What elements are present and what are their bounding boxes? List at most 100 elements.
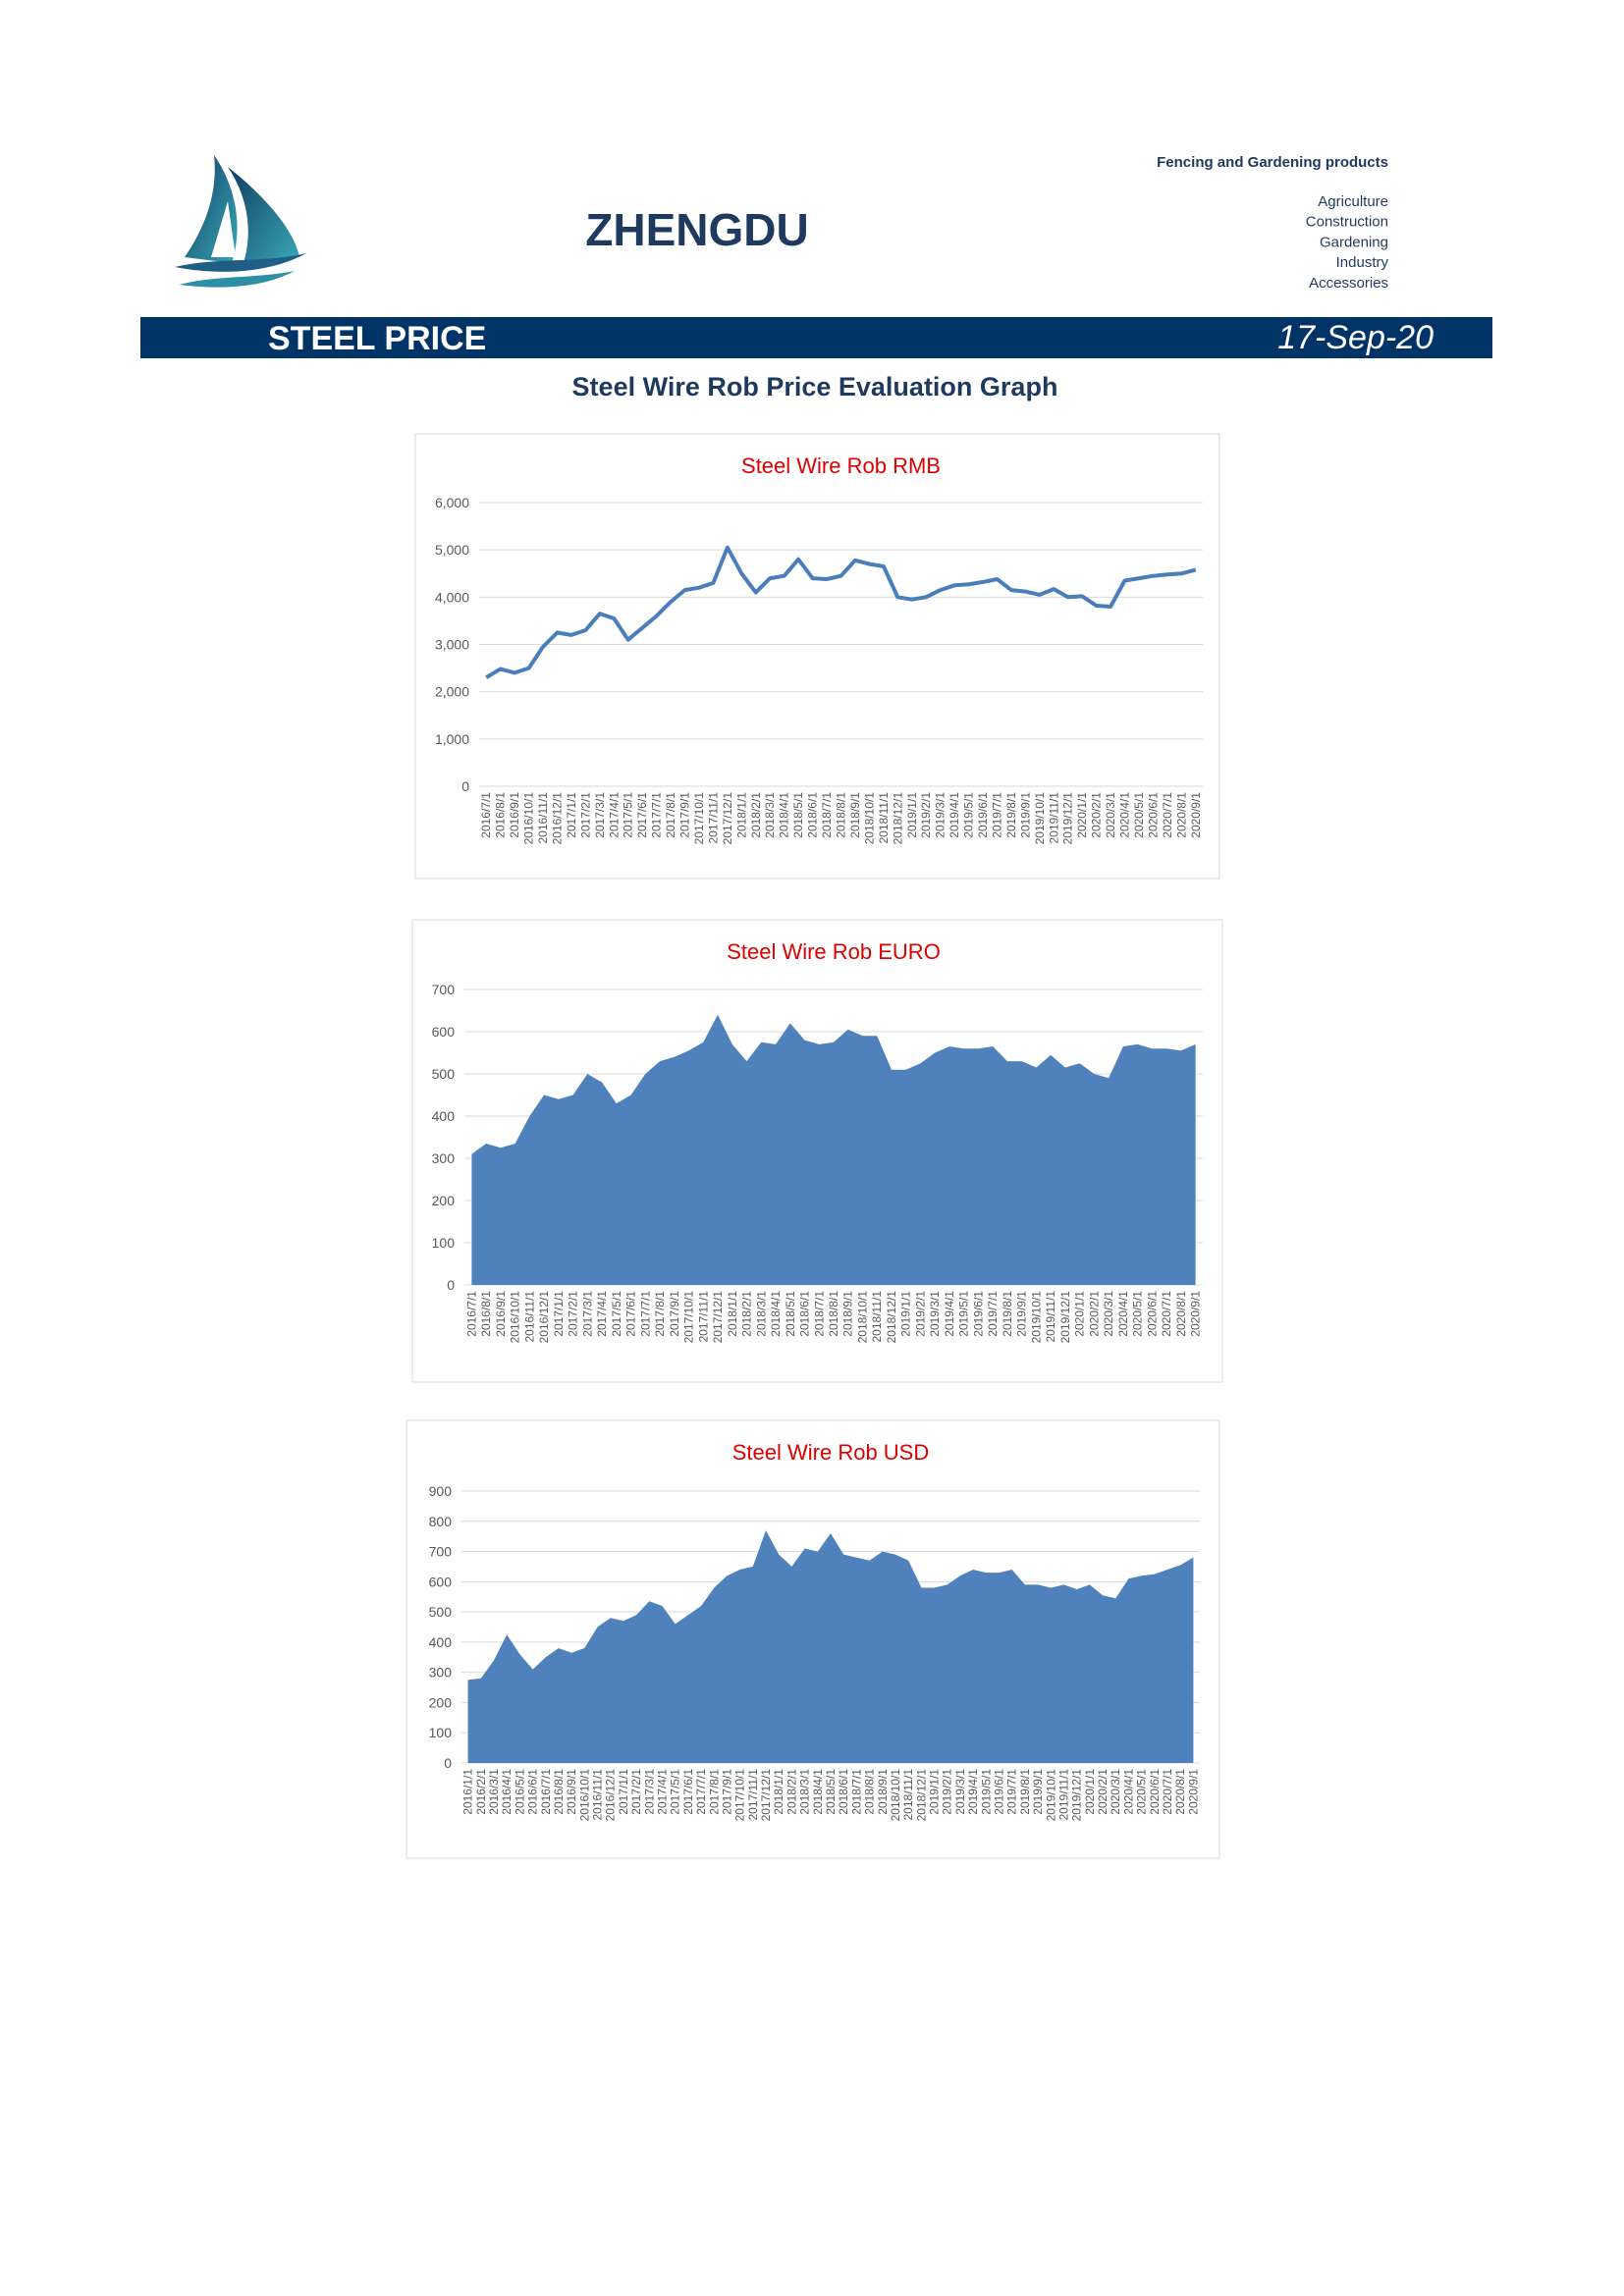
price-area (467, 1530, 1194, 1763)
x-tick-label: 2018/11/1 (870, 1291, 884, 1343)
x-tick-label: 2017/1/1 (617, 1769, 630, 1815)
company: ZHENGDU (585, 204, 808, 255)
x-tick-label: 2018/8/1 (863, 1769, 877, 1815)
x-tick-label: 2019/11/1 (1056, 1769, 1070, 1821)
x-tick-label: 2019/10/1 (1033, 792, 1047, 845)
sector-list: Agriculture Construction Gardening Industry… (1306, 193, 1389, 292)
x-tick-label: 2016/11/1 (522, 1291, 536, 1343)
chart: Steel Wire Rob EURO 0 100 200 300 400 500 600 70… (411, 919, 1223, 1383)
x-tick-label: 2017/11/1 (746, 1769, 760, 1821)
x-tick-label: 2018/5/1 (784, 1291, 797, 1337)
x-tick-label: 2019/11/1 (1044, 1291, 1057, 1343)
x-tick-label: 2020/5/1 (1135, 1769, 1149, 1815)
x-tick-label: 2016/9/1 (565, 1769, 578, 1815)
x-tick-label: 2019/12/1 (1070, 1769, 1084, 1822)
x-tick-label: 2018/1/1 (734, 792, 748, 838)
x-tick-label: 2017/7/1 (694, 1769, 708, 1815)
x-tick-label: 2018/4/1 (778, 792, 791, 838)
y-tick-label: 3,000 (435, 637, 469, 653)
x-tick-label: 2020/6/1 (1148, 1769, 1162, 1815)
y-tick-label: 900 (429, 1483, 453, 1499)
x-tick-label: 2019/6/1 (993, 1769, 1006, 1815)
y-tick-label: 6,000 (435, 495, 469, 510)
banner (140, 317, 1492, 358)
y-tick-label: 0 (447, 1277, 455, 1293)
y-tick-label: 5,000 (435, 542, 469, 558)
y-tick-label: 0 (461, 778, 469, 794)
x-tick-label: 2019/10/1 (1029, 1291, 1043, 1344)
x-tick-label: 2018/6/1 (798, 1291, 812, 1337)
chart-title: Steel Wire Rob EURO (727, 939, 941, 964)
x-tick-label: 2016/12/1 (550, 792, 564, 845)
x-tick-label: 2018/9/1 (848, 792, 862, 838)
y-tick-label: 200 (429, 1694, 453, 1710)
x-tick-label: 2017/12/1 (721, 792, 734, 845)
x-tick-label: 2018/6/1 (837, 1769, 850, 1815)
chart: Steel Wire Rob USD 0 100 200 300 400 500 600 700… (406, 1419, 1220, 1859)
x-tick-label: 2018/2/1 (749, 792, 763, 838)
x-tick-label: 2019/4/1 (943, 1291, 956, 1337)
x-tick-label: 2018/1/1 (772, 1769, 785, 1815)
y-tick-label: 200 (432, 1193, 456, 1208)
x-tick-label: 2017/1/1 (565, 792, 578, 838)
x-tick-label: 2017/1/1 (552, 1291, 566, 1337)
x-tick-label: 2016/8/1 (552, 1769, 566, 1815)
y-tick-label: 500 (432, 1066, 456, 1082)
x-tick-label: 2019/8/1 (1001, 1291, 1014, 1337)
x-tick-label: 2019/2/1 (913, 1291, 927, 1337)
x-tick-label: 2017/10/1 (692, 792, 706, 845)
x-tick-label: 2017/8/1 (707, 1769, 721, 1815)
x-tick-label: 2018/10/1 (855, 1291, 869, 1344)
x-tick-label: 2018/1/1 (726, 1291, 739, 1337)
x-tick-label: 2016/10/1 (577, 1769, 591, 1822)
sector: Agriculture (1318, 193, 1388, 210)
x-tick-label: 2019/2/1 (941, 1769, 954, 1815)
x-tick-label: 2016/9/1 (508, 792, 521, 838)
x-tick-label: 2019/5/1 (962, 792, 976, 838)
x-tick-label: 2016/11/1 (591, 1769, 605, 1821)
x-tick-label: 2020/4/1 (1118, 792, 1132, 838)
x-tick-label: 2018/3/1 (763, 792, 777, 838)
x-tick-label: 2020/3/1 (1102, 1291, 1115, 1337)
x-tick-label: 2019/11/1 (1047, 792, 1060, 844)
x-tick-label: 2017/10/1 (733, 1769, 747, 1822)
y-tick-label: 1,000 (435, 731, 469, 747)
x-tick-label: 2020/1/1 (1073, 1291, 1087, 1337)
price-area (471, 1014, 1196, 1285)
x-tick-label: 2017/9/1 (720, 1769, 733, 1815)
x-tick-label: 2019/4/1 (947, 792, 961, 838)
x-tick-label: 2017/5/1 (622, 792, 635, 838)
x-tick-label: 2019/8/1 (1004, 792, 1018, 838)
x-tick-label: 2019/5/1 (957, 1291, 971, 1337)
y-tick-label: 600 (429, 1574, 453, 1589)
x-tick-label: 2020/7/1 (1161, 1769, 1174, 1815)
x-tick-label: 2020/5/1 (1132, 792, 1146, 838)
x-tick-label: 2018/9/1 (841, 1291, 855, 1337)
x-tick-label: 2019/5/1 (979, 1769, 993, 1815)
y-tick-label: 600 (432, 1024, 456, 1040)
x-tick-label: 2016/4/1 (500, 1769, 514, 1815)
x-tick-label: 2020/2/1 (1096, 1769, 1110, 1815)
x-tick-label: 2019/12/1 (1058, 1291, 1072, 1344)
chart-title: Steel Wire Rob RMB (741, 454, 941, 478)
x-tick-label: 2020/7/1 (1161, 792, 1174, 838)
x-tick-label: 2020/8/1 (1174, 792, 1188, 838)
heading: Steel Wire Rob Price Evaluation Graph (572, 372, 1058, 401)
x-tick-label: 2016/5/1 (513, 1769, 526, 1815)
y-tick-label: 300 (429, 1665, 453, 1681)
x-tick-label: 2020/4/1 (1121, 1769, 1135, 1815)
x-tick-label: 2017/12/1 (711, 1291, 725, 1344)
x-tick-label: 2017/9/1 (668, 1291, 681, 1337)
x-tick-label: 2020/9/1 (1189, 792, 1203, 838)
sector: Gardening (1320, 234, 1388, 250)
price-line (485, 545, 1197, 679)
x-tick-label: 2018/3/1 (798, 1769, 812, 1815)
x-tick-label: 2017/11/1 (696, 1291, 710, 1343)
logo (175, 155, 306, 288)
x-tick-label: 2017/3/1 (642, 1769, 656, 1815)
banner-title: STEEL PRICE (268, 320, 486, 357)
x-tick-label: 2018/12/1 (891, 792, 904, 845)
x-tick-label: 2020/7/1 (1160, 1291, 1173, 1337)
tagline: Fencing and Gardening products (1157, 154, 1388, 171)
